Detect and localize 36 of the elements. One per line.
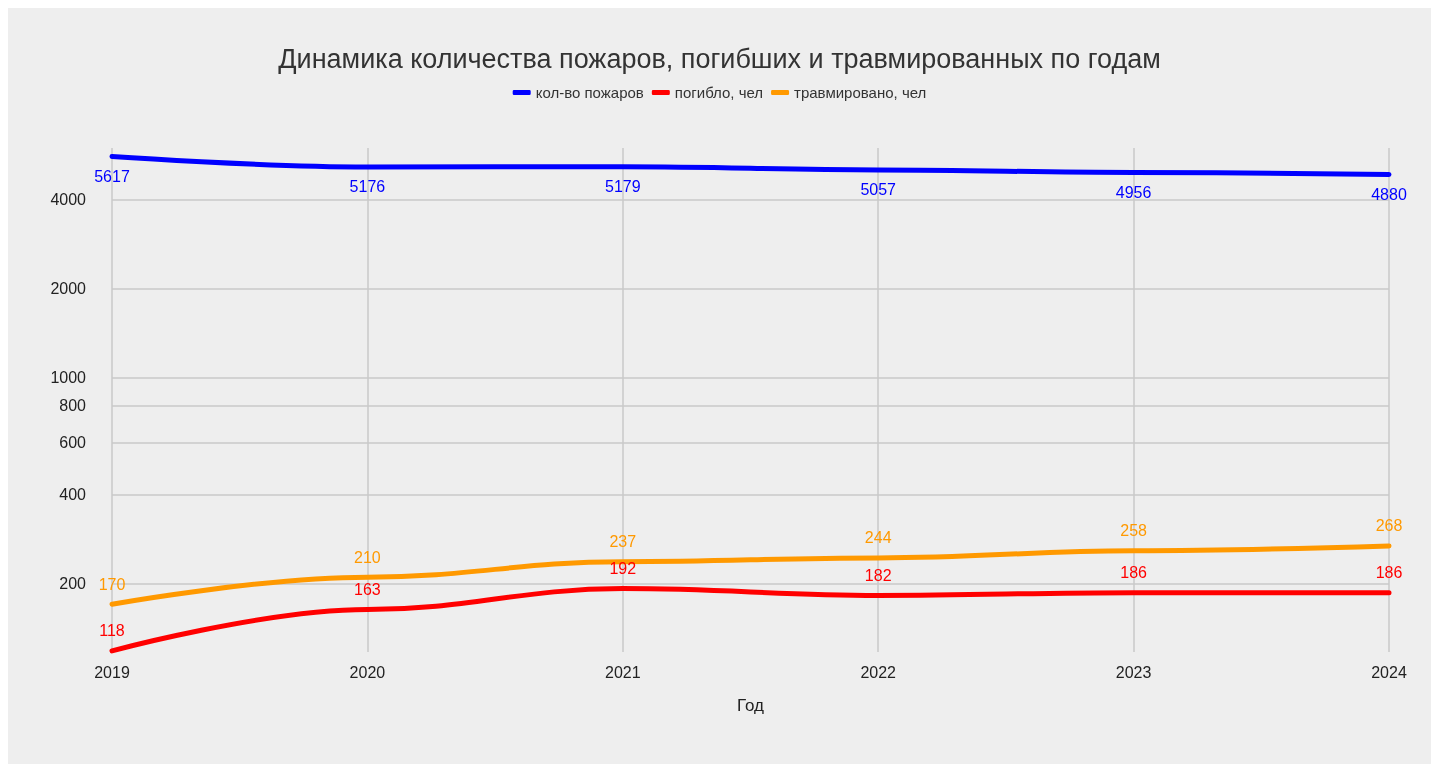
data-label: 170 <box>98 575 126 593</box>
data-label: 182 <box>864 566 892 584</box>
data-label: 5176 <box>349 178 386 196</box>
x-tick-label: 2020 <box>349 663 386 681</box>
data-label: 4956 <box>1115 183 1152 201</box>
legend-label: травмировано, чел <box>794 84 927 101</box>
y-tick-label: 2000 <box>50 280 87 298</box>
data-label: 5057 <box>860 181 897 199</box>
legend-label: погибло, чел <box>674 84 764 101</box>
x-tick-label: 2022 <box>860 663 897 681</box>
x-tick-label: 2021 <box>605 663 641 681</box>
x-tick-label: 2023 <box>1115 663 1152 681</box>
y-tick-label: 800 <box>59 397 87 415</box>
x-axis-title: Год <box>736 696 765 715</box>
legend-label: кол-во пожаров <box>535 84 644 101</box>
data-label: 192 <box>609 560 637 578</box>
y-tick-label: 4000 <box>50 191 87 209</box>
y-tick-label: 600 <box>59 434 87 452</box>
data-label: 237 <box>609 533 637 551</box>
x-tick-label: 2024 <box>1371 663 1407 681</box>
x-tick-label: 2019 <box>94 663 130 681</box>
data-label: 268 <box>1375 517 1403 535</box>
data-label: 186 <box>1120 564 1148 582</box>
data-label: 163 <box>354 581 381 599</box>
y-tick-label: 200 <box>59 574 87 592</box>
y-tick-label: 1000 <box>50 368 87 386</box>
data-label: 4880 <box>1371 185 1407 203</box>
y-tick-label: 400 <box>59 486 87 504</box>
data-label: 5179 <box>605 178 641 196</box>
data-label: 244 <box>864 529 892 547</box>
data-label: 5617 <box>94 167 130 185</box>
chart-title: Динамика количества пожаров, погибших и травмированных по годам <box>278 43 1161 74</box>
data-label: 210 <box>354 548 381 566</box>
data-label: 186 <box>1375 564 1403 582</box>
data-label: 258 <box>1120 522 1148 540</box>
data-label: 118 <box>99 622 125 640</box>
